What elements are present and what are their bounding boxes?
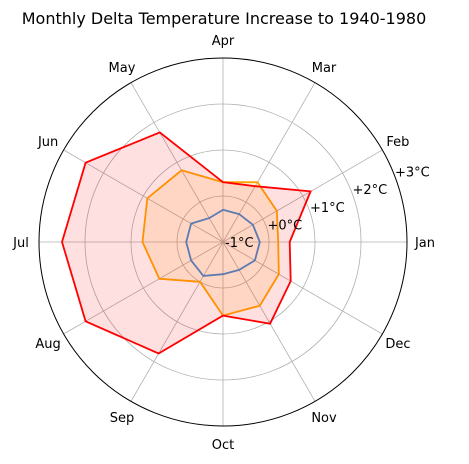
month-label-jan: Jan bbox=[414, 236, 435, 251]
radial-tick-label: +1°C bbox=[310, 201, 345, 216]
month-label-mar: Mar bbox=[312, 61, 337, 76]
month-label-sep: Sep bbox=[110, 411, 135, 426]
month-label-feb: Feb bbox=[386, 135, 409, 150]
grid-ring bbox=[176, 195, 270, 289]
month-label-aug: Aug bbox=[35, 337, 60, 352]
month-label-nov: Nov bbox=[311, 411, 337, 426]
series-1-line bbox=[185, 208, 261, 277]
grid-ring bbox=[130, 149, 316, 335]
month-label-dec: Dec bbox=[385, 337, 410, 352]
series-3-line bbox=[61, 131, 312, 355]
polar-grid bbox=[38, 57, 408, 427]
month-label-jul: Jul bbox=[12, 236, 29, 251]
polar-frame bbox=[38, 57, 408, 427]
grid-ring bbox=[84, 103, 362, 381]
chart-title: Monthly Delta Temperature Increase to 19… bbox=[22, 9, 427, 28]
radial-tick-label: -1°C bbox=[225, 236, 254, 251]
radial-tick-label: +0°C bbox=[268, 218, 303, 233]
radial-tick-label: +3°C bbox=[395, 166, 430, 181]
month-label-may: May bbox=[109, 61, 136, 76]
series-layer bbox=[61, 131, 312, 355]
month-label-jun: Jun bbox=[37, 135, 58, 150]
series-2-line bbox=[141, 169, 280, 317]
radial-tick-label: +2°C bbox=[353, 183, 388, 198]
month-label-oct: Oct bbox=[212, 438, 234, 453]
month-label-apr: Apr bbox=[212, 34, 235, 49]
label-layer: Jan Feb Mar Apr May Jun Jul Aug Sep Oct Nov Dec -1°C… bbox=[12, 34, 435, 453]
